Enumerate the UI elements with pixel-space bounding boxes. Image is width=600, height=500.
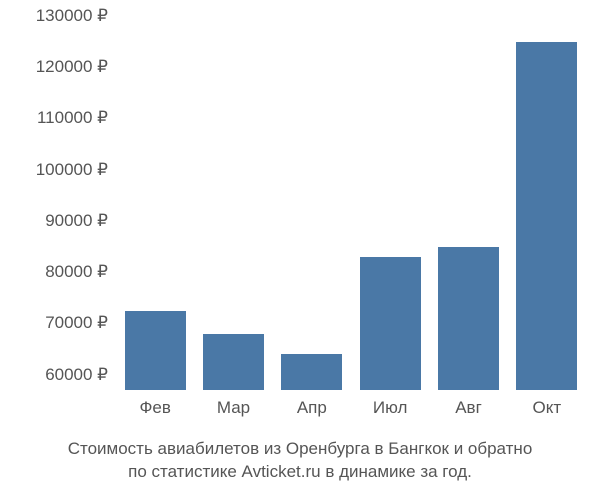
x-axis-label: Апр (297, 390, 327, 418)
caption-line-1: Стоимость авиабилетов из Оренбурга в Бан… (68, 439, 533, 458)
bar (203, 334, 264, 390)
x-axis-label: Окт (533, 390, 562, 418)
bar (516, 42, 577, 390)
bar (281, 354, 342, 390)
price-chart: 60000 ₽ 70000 ₽ 80000 ₽ 90000 ₽ 100000 ₽ 1100… (0, 0, 600, 500)
y-axis-label: 110000 ₽ (37, 108, 116, 128)
y-axis-label: 100000 ₽ (36, 160, 116, 180)
bar (360, 257, 421, 390)
bar (125, 311, 186, 390)
y-axis-label: 120000 ₽ (36, 57, 116, 77)
y-axis-label: 80000 ₽ (45, 262, 116, 282)
x-axis-label: Июл (373, 390, 408, 418)
y-axis-label: 130000 ₽ (36, 6, 116, 26)
caption-line-2: по статистике Avticket.ru в динамике за … (128, 462, 472, 481)
x-axis-label: Фев (139, 390, 170, 418)
x-axis-label: Мар (217, 390, 250, 418)
y-axis-label: 60000 ₽ (45, 365, 116, 385)
x-axis-label: Авг (455, 390, 482, 418)
bar (438, 247, 499, 390)
y-axis-label: 90000 ₽ (45, 211, 116, 231)
y-axis-label: 70000 ₽ (45, 313, 116, 333)
plot-area: 60000 ₽70000 ₽80000 ₽90000 ₽100000 ₽1100… (116, 16, 586, 390)
chart-caption: Стоимость авиабилетов из Оренбурга в Бан… (0, 438, 600, 484)
